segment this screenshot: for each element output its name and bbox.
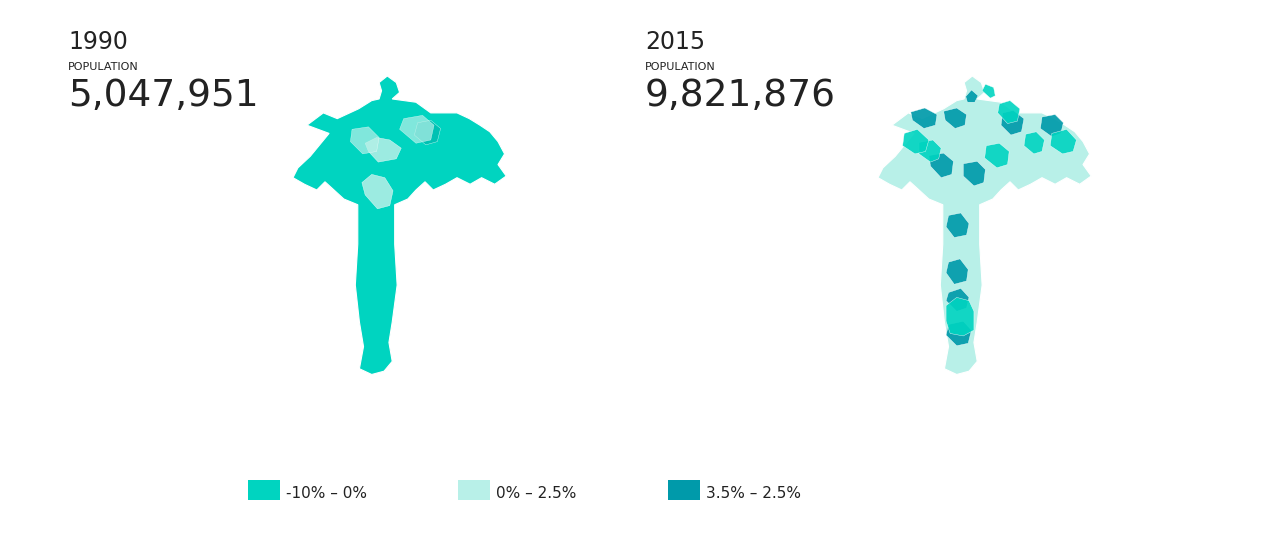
Polygon shape xyxy=(1024,132,1044,154)
Polygon shape xyxy=(982,84,995,98)
Polygon shape xyxy=(929,153,954,177)
Polygon shape xyxy=(1040,114,1063,137)
Polygon shape xyxy=(903,129,929,154)
Text: 3.5% – 2.5%: 3.5% – 2.5% xyxy=(706,485,801,501)
Bar xyxy=(458,480,490,500)
Text: 9,821,876: 9,821,876 xyxy=(645,78,836,114)
Polygon shape xyxy=(965,90,978,102)
Polygon shape xyxy=(944,108,967,128)
Polygon shape xyxy=(997,100,1020,123)
Text: 0% – 2.5%: 0% – 2.5% xyxy=(496,485,576,501)
Bar xyxy=(248,480,280,500)
Polygon shape xyxy=(361,175,393,209)
Polygon shape xyxy=(1051,129,1076,154)
Text: 1990: 1990 xyxy=(67,30,128,54)
Polygon shape xyxy=(415,121,440,145)
Polygon shape xyxy=(911,108,937,128)
Polygon shape xyxy=(399,116,434,143)
Text: POPULATION: POPULATION xyxy=(67,62,139,72)
Polygon shape xyxy=(946,288,969,311)
Polygon shape xyxy=(365,137,401,162)
Text: POPULATION: POPULATION xyxy=(645,62,716,72)
Polygon shape xyxy=(1001,110,1024,135)
Polygon shape xyxy=(963,161,986,186)
Text: 5,047,951: 5,047,951 xyxy=(67,78,258,114)
Polygon shape xyxy=(293,76,506,374)
Bar xyxy=(668,480,700,500)
Polygon shape xyxy=(918,140,941,162)
Polygon shape xyxy=(878,76,1091,374)
Polygon shape xyxy=(350,127,379,154)
Polygon shape xyxy=(985,143,1009,168)
Polygon shape xyxy=(946,297,974,336)
Polygon shape xyxy=(946,321,972,346)
Text: 2015: 2015 xyxy=(645,30,705,54)
Polygon shape xyxy=(946,213,969,238)
Text: -10% – 0%: -10% – 0% xyxy=(286,485,368,501)
Polygon shape xyxy=(946,259,968,284)
